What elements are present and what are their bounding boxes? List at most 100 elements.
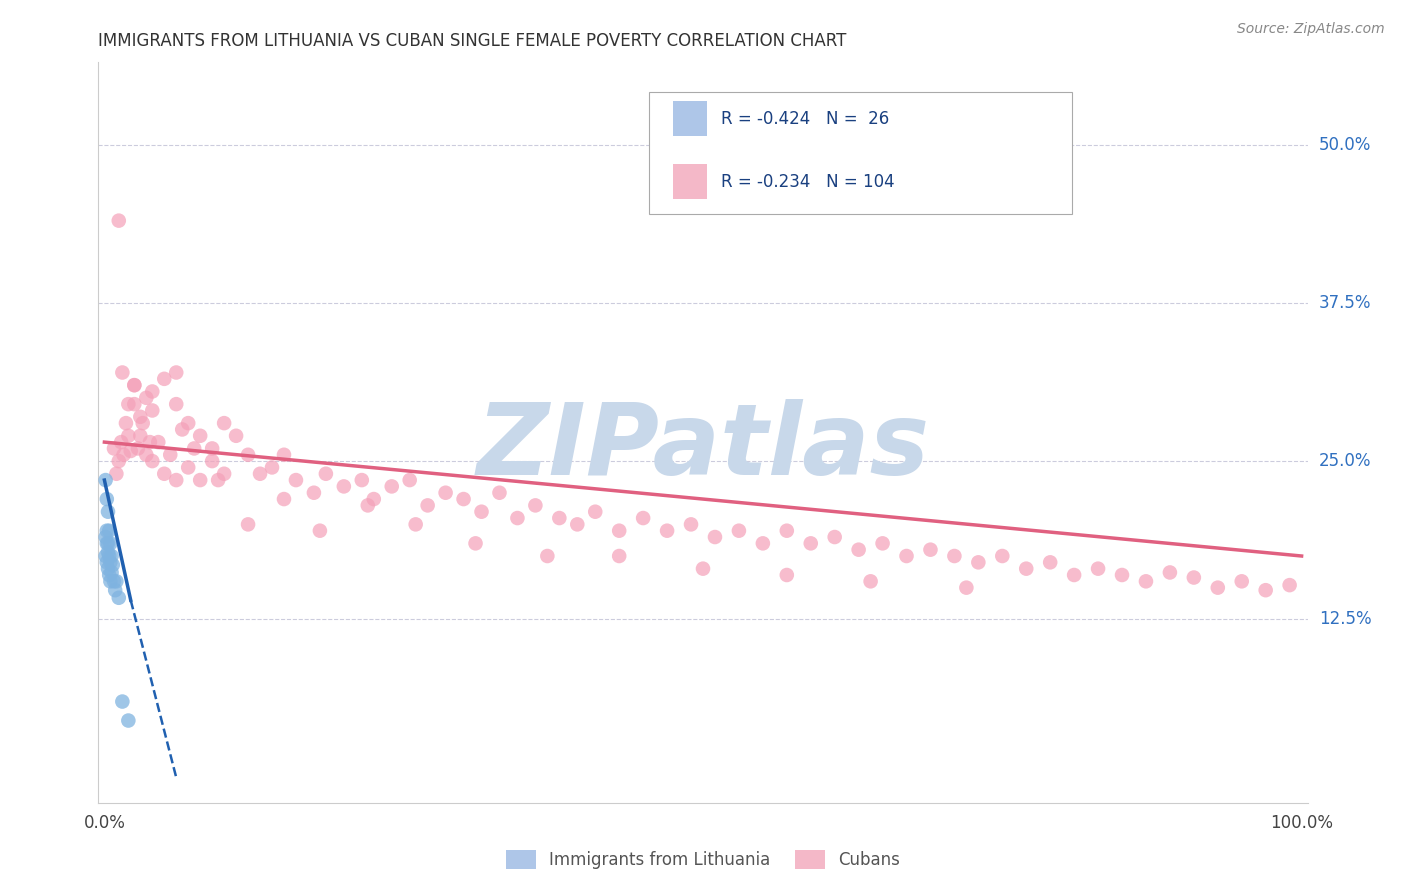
Point xyxy=(96,524,118,538)
Point xyxy=(824,530,846,544)
Point xyxy=(98,549,121,563)
Point xyxy=(98,568,121,582)
Point xyxy=(1087,562,1109,576)
Point xyxy=(105,467,128,481)
Point xyxy=(776,524,799,538)
Point xyxy=(607,524,630,538)
Point xyxy=(548,511,571,525)
Point xyxy=(1278,578,1301,592)
Text: 37.5%: 37.5% xyxy=(1319,293,1371,312)
Text: R = -0.424   N =  26: R = -0.424 N = 26 xyxy=(721,110,890,128)
Point xyxy=(111,694,134,708)
Point xyxy=(165,473,187,487)
Point xyxy=(117,429,139,443)
Point xyxy=(249,467,271,481)
Point xyxy=(260,460,283,475)
Point xyxy=(859,574,882,589)
Point xyxy=(896,549,918,563)
Point xyxy=(273,448,295,462)
Point xyxy=(333,479,356,493)
Point xyxy=(104,583,127,598)
Point xyxy=(111,366,134,380)
Point xyxy=(991,549,1014,563)
Point xyxy=(583,505,606,519)
Point xyxy=(177,460,200,475)
Point xyxy=(124,397,146,411)
Text: IMMIGRANTS FROM LITHUANIA VS CUBAN SINGLE FEMALE POVERTY CORRELATION CHART: IMMIGRANTS FROM LITHUANIA VS CUBAN SINGL… xyxy=(98,32,846,50)
Point xyxy=(96,491,118,506)
FancyBboxPatch shape xyxy=(673,101,707,136)
Point xyxy=(98,524,121,538)
Point xyxy=(183,442,205,456)
Point xyxy=(405,517,427,532)
Point xyxy=(112,448,135,462)
Point xyxy=(1230,574,1253,589)
Point xyxy=(188,473,211,487)
Point xyxy=(453,491,475,506)
Point xyxy=(107,213,129,227)
Point xyxy=(153,467,176,481)
Point xyxy=(655,524,678,538)
Point xyxy=(302,485,325,500)
Point xyxy=(96,536,118,550)
Point xyxy=(398,473,420,487)
Point xyxy=(848,542,870,557)
Point xyxy=(357,499,380,513)
Point xyxy=(117,714,139,728)
Point xyxy=(752,536,775,550)
Point xyxy=(96,555,118,569)
Point xyxy=(872,536,894,550)
Point xyxy=(103,574,125,589)
Point xyxy=(100,536,122,550)
Point xyxy=(132,416,155,430)
Legend: Immigrants from Lithuania, Cubans: Immigrants from Lithuania, Cubans xyxy=(499,843,907,876)
Point xyxy=(201,454,224,468)
FancyBboxPatch shape xyxy=(648,92,1071,214)
Point xyxy=(920,542,942,557)
Point xyxy=(506,511,529,525)
Point xyxy=(103,442,125,456)
Point xyxy=(434,485,457,500)
Point xyxy=(212,467,235,481)
Point xyxy=(679,517,702,532)
Point xyxy=(1111,568,1133,582)
Point xyxy=(1015,562,1038,576)
Point xyxy=(100,549,122,563)
Point xyxy=(225,429,247,443)
Point xyxy=(105,574,128,589)
Text: 50.0%: 50.0% xyxy=(1319,136,1371,153)
Point xyxy=(100,555,122,569)
Point xyxy=(165,366,187,380)
Point xyxy=(363,491,385,506)
Text: R = -0.234   N = 104: R = -0.234 N = 104 xyxy=(721,173,894,191)
Point xyxy=(100,566,122,580)
Point xyxy=(188,429,211,443)
Point xyxy=(141,384,163,399)
Point xyxy=(236,448,259,462)
Point xyxy=(776,568,799,582)
Point xyxy=(607,549,630,563)
Point xyxy=(1206,581,1229,595)
Point xyxy=(97,536,120,550)
FancyBboxPatch shape xyxy=(673,164,707,200)
Point xyxy=(141,454,163,468)
Text: 25.0%: 25.0% xyxy=(1319,452,1371,470)
Point xyxy=(110,435,132,450)
Point xyxy=(127,442,149,456)
Point xyxy=(148,435,170,450)
Point xyxy=(1182,570,1205,584)
Point xyxy=(135,448,157,462)
Point xyxy=(1039,555,1062,569)
Point xyxy=(1135,574,1157,589)
Point xyxy=(284,473,307,487)
Text: Source: ZipAtlas.com: Source: ZipAtlas.com xyxy=(1237,22,1385,37)
Point xyxy=(728,524,751,538)
Point xyxy=(416,499,439,513)
Point xyxy=(381,479,404,493)
Point xyxy=(704,530,727,544)
Point xyxy=(1254,583,1277,598)
Point xyxy=(100,574,122,589)
Point xyxy=(967,555,990,569)
Point xyxy=(94,473,117,487)
Point xyxy=(1063,568,1085,582)
